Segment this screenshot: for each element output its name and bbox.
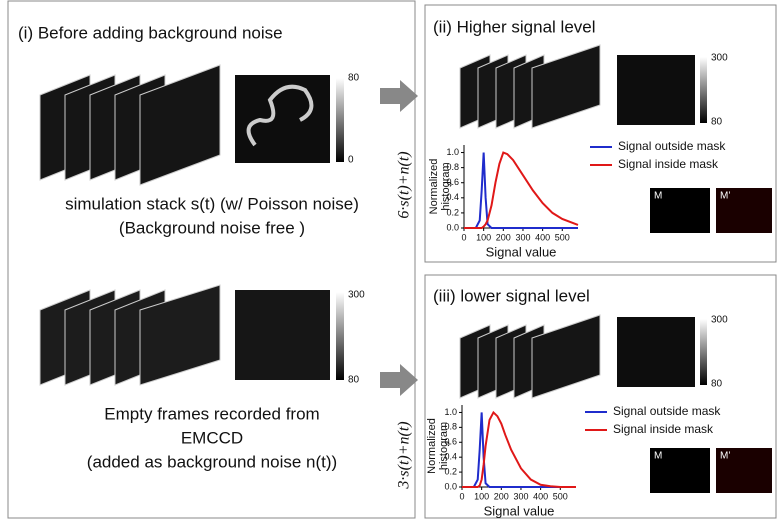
panel-title: (i) Before adding background noise (18, 23, 283, 42)
caption: EMCCD (181, 428, 243, 447)
mask-label: M’ (720, 451, 731, 462)
y-axis-label: histogram (438, 422, 450, 470)
colorbar-label: 300 (711, 315, 728, 326)
x-axis-label: Signal value (484, 503, 555, 518)
image (617, 317, 695, 387)
y-tick-label: 0.0 (446, 222, 459, 232)
legend-label: Signal inside mask (618, 157, 719, 171)
colorbar-label: 80 (711, 117, 723, 128)
colorbar (700, 319, 707, 385)
y-axis-label: histogram (440, 162, 452, 210)
colorbar-label: 300 (711, 53, 728, 64)
colorbar (336, 292, 344, 380)
panel-title: (ii) Higher signal level (433, 17, 596, 36)
image-stack (40, 65, 220, 185)
x-tick-label: 100 (474, 491, 489, 501)
noise-stack (40, 285, 220, 385)
y-tick-label: 0.0 (444, 481, 457, 491)
legend-label: Signal outside mask (613, 404, 721, 418)
x-tick-label: 300 (515, 232, 530, 242)
caption: (added as background noise n(t)) (87, 452, 337, 471)
arrow (380, 80, 418, 112)
image (235, 290, 330, 380)
line-series (464, 153, 578, 228)
arrow-label: 6·s(t)+n(t) (396, 151, 413, 218)
legend-label: Signal outside mask (618, 139, 726, 153)
colorbar-label: 80 (348, 375, 360, 386)
arrow (380, 364, 418, 396)
arrow-label: 3·s(t)+n(t) (396, 421, 413, 489)
y-tick-label: 1.0 (444, 407, 457, 417)
caption: Empty frames recorded from (104, 404, 319, 423)
y-axis-label: Normalized (426, 418, 438, 474)
colorbar (700, 57, 707, 123)
x-tick-label: 200 (496, 232, 511, 242)
x-tick-label: 400 (533, 491, 548, 501)
panel-title: (iii) lower signal level (433, 286, 590, 305)
x-tick-label: 500 (555, 232, 570, 242)
x-tick-label: 300 (513, 491, 528, 501)
mask-label: M (654, 191, 662, 202)
colorbar-label: 80 (711, 379, 723, 390)
x-tick-label: 400 (535, 232, 550, 242)
colorbar-label: 0 (348, 155, 354, 166)
x-tick-label: 0 (461, 232, 466, 242)
legend-label: Signal inside mask (613, 422, 714, 436)
x-tick-label: 500 (553, 491, 568, 501)
x-tick-label: 100 (476, 232, 491, 242)
image-stack (460, 45, 600, 398)
colorbar (336, 78, 344, 162)
colorbar-label: 80 (348, 73, 360, 84)
y-tick-label: 1.0 (446, 147, 459, 157)
figure: (i) Before adding background noise 80 0 … (0, 0, 777, 519)
x-tick-label: 200 (494, 491, 509, 501)
mask-label: M (654, 451, 662, 462)
caption: (Background noise free ) (119, 218, 305, 237)
colorbar-label: 300 (348, 290, 365, 301)
y-axis-label: Normalized (428, 159, 440, 215)
mask-label: M’ (720, 191, 731, 202)
x-axis-label: Signal value (486, 244, 557, 259)
image (617, 55, 695, 125)
line-series (462, 412, 576, 487)
caption: simulation stack s(t) (w/ Poisson noise) (65, 194, 359, 213)
x-tick-label: 0 (459, 491, 464, 501)
